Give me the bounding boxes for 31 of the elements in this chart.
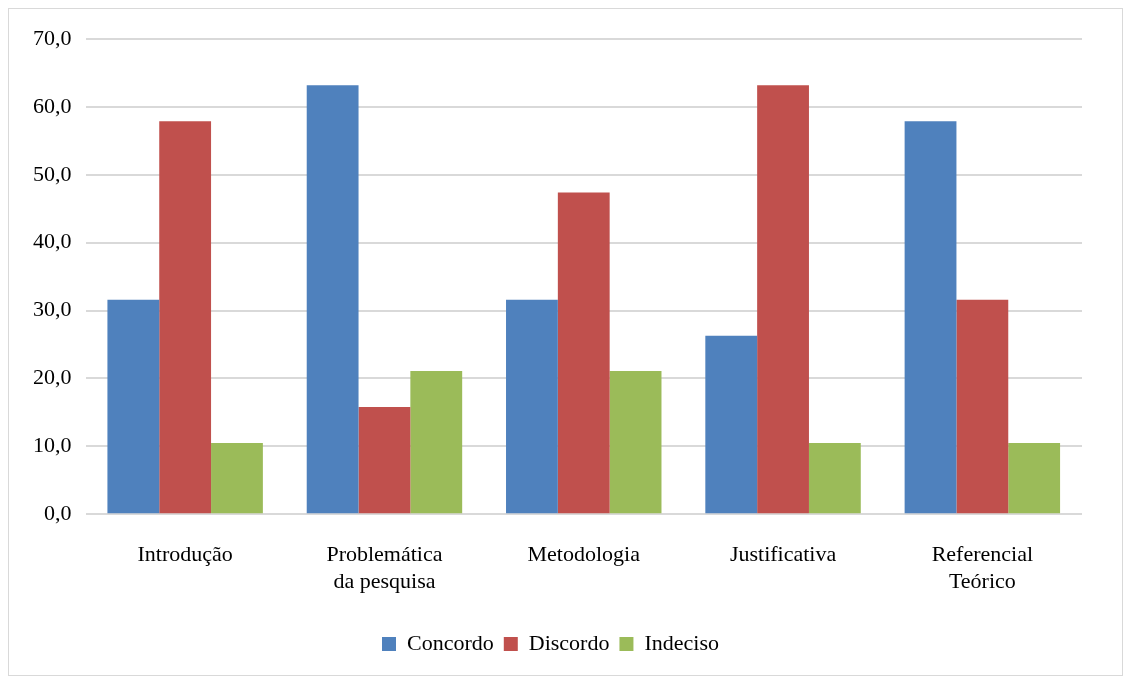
x-tick-label: Introdução xyxy=(137,541,233,567)
x-tick-label: Referencial Teórico xyxy=(931,541,1034,593)
x-tick-label: Problemática da pesquisa xyxy=(326,541,443,593)
bar xyxy=(609,370,662,514)
bar xyxy=(306,85,359,514)
bar xyxy=(904,121,957,514)
x-tick-label: Justificativa xyxy=(729,541,837,567)
bar xyxy=(1008,442,1061,514)
legend-label: Discordo xyxy=(528,629,610,655)
x-tick-label: Metodologia xyxy=(527,541,641,567)
y-tick-label: 0,0 xyxy=(44,499,72,525)
bar xyxy=(506,299,558,514)
bar xyxy=(705,335,758,514)
bar xyxy=(159,121,212,514)
y-tick-label: 50,0 xyxy=(33,160,72,186)
y-tick-label: 60,0 xyxy=(33,92,72,118)
legend-label: Concordo xyxy=(407,629,494,655)
bar xyxy=(808,442,861,514)
y-tick-label: 40,0 xyxy=(33,228,72,254)
bar xyxy=(557,192,610,514)
y-tick-label: 20,0 xyxy=(33,364,72,390)
bar xyxy=(358,406,411,514)
bar xyxy=(211,442,263,514)
y-tick-label: 70,0 xyxy=(33,24,72,50)
y-tick-label: 30,0 xyxy=(33,296,72,322)
bar xyxy=(956,299,1009,514)
y-tick-label: 10,0 xyxy=(33,432,72,458)
bar xyxy=(410,370,463,514)
bar xyxy=(107,299,160,514)
legend-label: Indeciso xyxy=(644,629,719,655)
bar xyxy=(757,85,809,514)
